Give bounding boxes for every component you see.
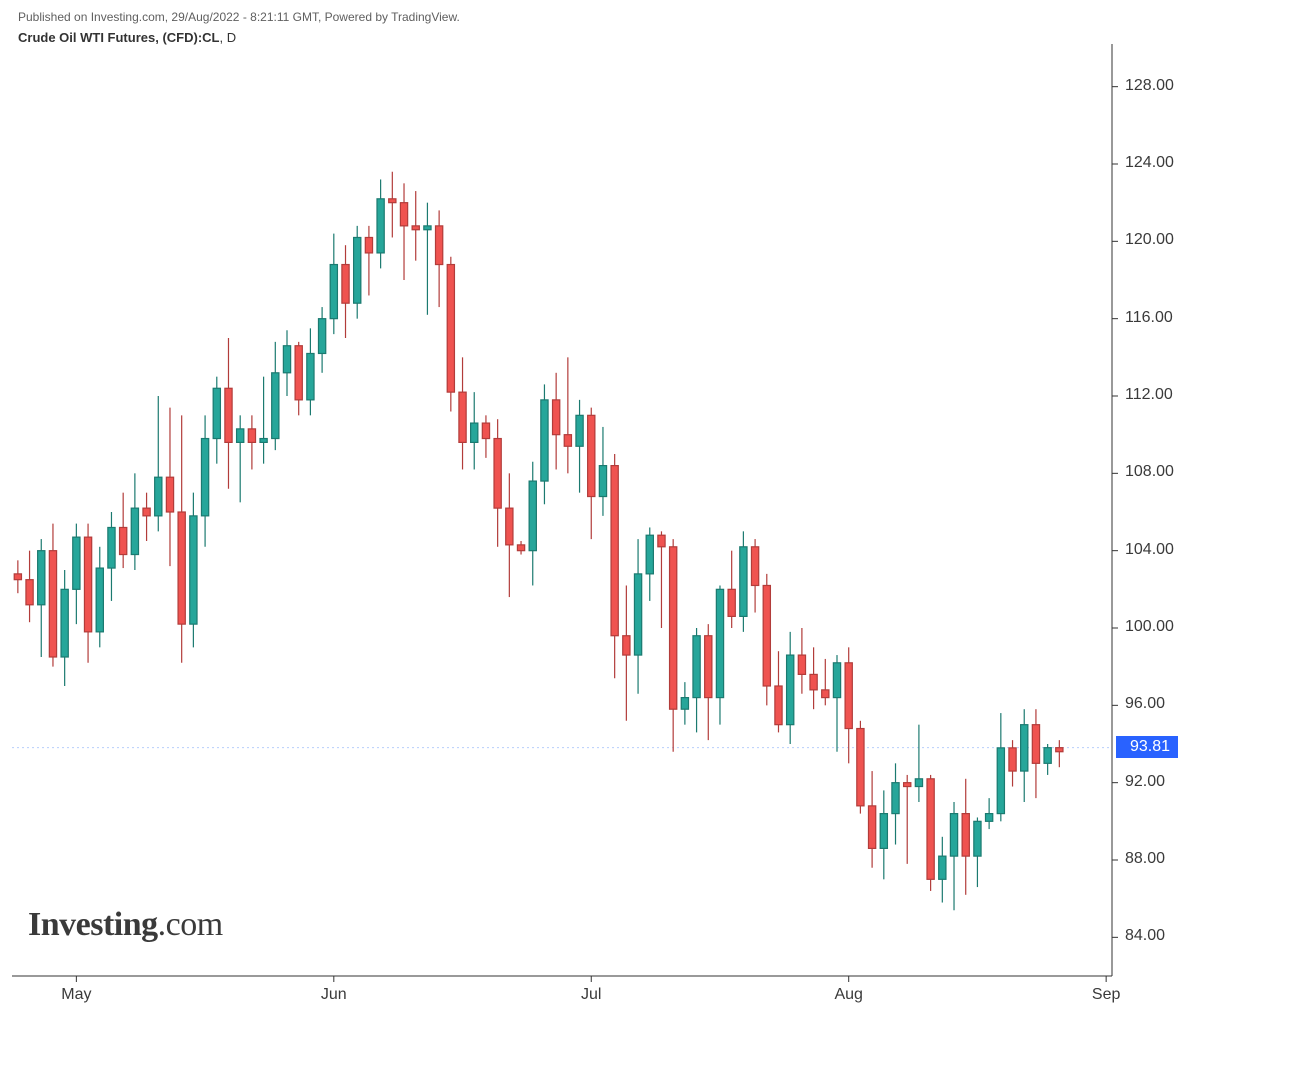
x-tick-label: May bbox=[61, 986, 91, 1004]
y-tick-label: 120.00 bbox=[1125, 231, 1174, 249]
brand-watermark: Investing.com bbox=[28, 906, 223, 944]
x-tick-label: Aug bbox=[834, 986, 862, 1004]
x-tick-label: Sep bbox=[1092, 986, 1120, 1004]
y-tick-label: 104.00 bbox=[1125, 541, 1174, 559]
y-tick-label: 124.00 bbox=[1125, 154, 1174, 172]
y-tick-label: 128.00 bbox=[1125, 77, 1174, 95]
y-tick-label: 84.00 bbox=[1125, 927, 1165, 945]
y-tick-label: 88.00 bbox=[1125, 850, 1165, 868]
y-tick-label: 112.00 bbox=[1125, 386, 1173, 404]
x-tick-label: Jul bbox=[581, 986, 601, 1004]
y-tick-label: 100.00 bbox=[1125, 618, 1174, 636]
current-price-label: 93.81 bbox=[1116, 736, 1178, 758]
brand-text-tail: .com bbox=[158, 906, 223, 943]
y-tick-label: 96.00 bbox=[1125, 695, 1165, 713]
y-tick-label: 116.00 bbox=[1125, 309, 1173, 327]
x-tick-label: Jun bbox=[321, 986, 347, 1004]
y-tick-label: 108.00 bbox=[1125, 463, 1174, 481]
y-tick-label: 92.00 bbox=[1125, 773, 1165, 791]
chart-container: Published on Investing.com, 29/Aug/2022 … bbox=[0, 0, 1290, 1074]
brand-text-bold: Investing bbox=[28, 906, 158, 943]
